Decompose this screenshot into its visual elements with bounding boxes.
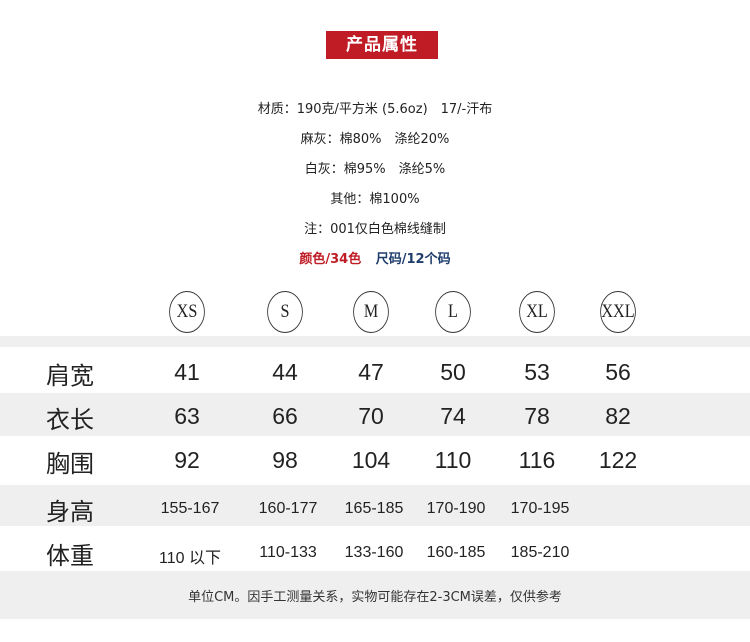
table-cell: 44 — [272, 359, 298, 385]
row-band — [0, 393, 750, 436]
table-cell: 50 — [440, 359, 466, 385]
table-cell: 92 — [174, 447, 200, 473]
table-cell: 116 — [518, 447, 556, 473]
table-cell: 170-195 — [510, 500, 570, 517]
row-band — [0, 485, 750, 526]
table-cell: 53 — [524, 359, 550, 385]
size-badge-l: L — [435, 291, 471, 333]
table-cell: 41 — [174, 359, 200, 385]
size-badge-xl: XL — [519, 291, 555, 333]
divider-band — [0, 336, 750, 347]
size-badge-s: S — [267, 291, 303, 333]
size-badge-xxl: XXL — [600, 291, 636, 333]
size-badge-m: M — [353, 291, 389, 333]
spec-note: 注：001仅白色棉线缝制 — [304, 222, 446, 237]
section-title: 产品属性 — [326, 31, 438, 59]
row-label: 肩宽 — [46, 362, 94, 390]
footer-band — [0, 571, 750, 619]
table-cell: 66 — [272, 403, 298, 429]
spec-other: 其他：棉100% — [330, 192, 420, 207]
colors-count: 颜色/34色 — [299, 252, 362, 267]
table-cell: 74 — [440, 403, 466, 429]
size-badge-xs: XS — [169, 291, 205, 333]
table-cell: 185-210 — [510, 544, 570, 561]
table-cell: 110 以下 — [159, 550, 221, 567]
measurement-note: 单位CM。因手工测量关系，实物可能存在2-3CM误差，仅供参考 — [188, 590, 562, 605]
table-cell: 133-160 — [344, 544, 404, 561]
spec-material: 材质：190克/平方米 (5.6oz) 17/-汗布 — [257, 102, 493, 117]
row-label: 身高 — [46, 498, 94, 526]
table-cell: 165-185 — [344, 500, 404, 517]
row-label: 衣长 — [46, 406, 94, 434]
row-label: 体重 — [46, 542, 94, 570]
spec-white-gray: 白灰：棉95% 涤纶5% — [304, 162, 446, 177]
spec-heather-gray: 麻灰：棉80% 涤纶20% — [300, 132, 450, 147]
table-cell: 155-167 — [160, 500, 220, 517]
table-cell: 170-190 — [426, 500, 486, 517]
table-cell: 98 — [272, 447, 298, 473]
table-cell: 104 — [351, 447, 391, 473]
table-cell: 78 — [524, 403, 550, 429]
table-cell: 63 — [174, 403, 200, 429]
row-label: 胸围 — [46, 450, 94, 478]
table-cell: 160-177 — [258, 500, 318, 517]
color-size-summary: 颜色/34色 尺码/12个码 — [0, 248, 750, 267]
table-cell: 110 — [434, 447, 472, 473]
table-cell: 70 — [358, 403, 384, 429]
table-cell: 160-185 — [426, 544, 486, 561]
table-cell: 122 — [598, 447, 638, 473]
table-cell: 110-133 — [259, 544, 317, 561]
table-cell: 82 — [605, 403, 631, 429]
sizes-count: 尺码/12个码 — [375, 252, 451, 267]
table-cell: 56 — [605, 359, 631, 385]
table-cell: 47 — [358, 359, 384, 385]
